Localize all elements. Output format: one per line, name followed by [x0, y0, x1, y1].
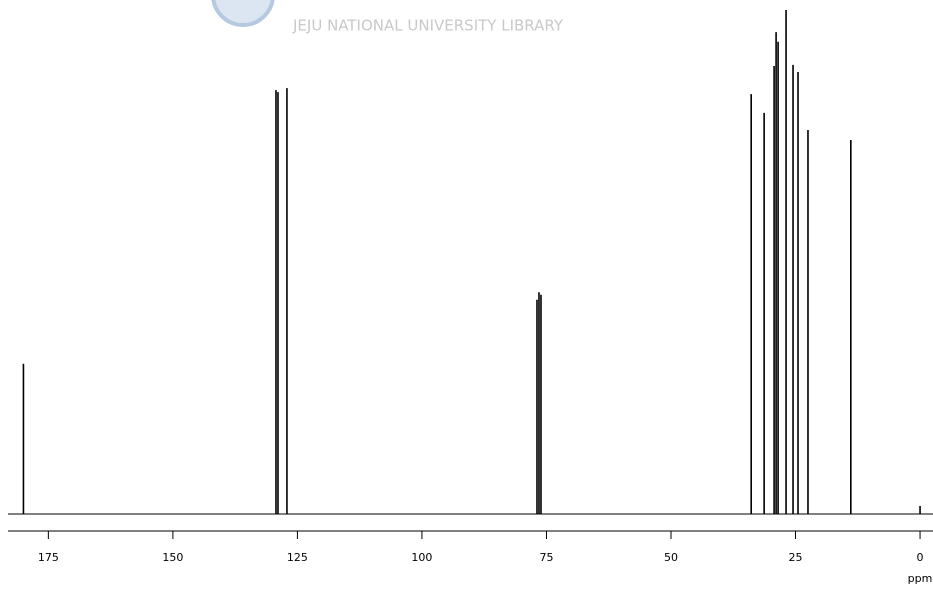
x-axis-label: ppm [908, 572, 933, 585]
x-tick-label: 175 [38, 551, 59, 564]
watermark-text: JEJU NATIONAL UNIVERSITY LIBRARY [292, 17, 564, 35]
x-tick-label: 125 [287, 551, 308, 564]
x-tick-label: 100 [411, 551, 432, 564]
x-tick-label: 150 [162, 551, 183, 564]
x-tick-label: 75 [539, 551, 553, 564]
x-tick-label: 25 [789, 551, 803, 564]
x-tick-label: 50 [664, 551, 678, 564]
watermark-logo [211, 0, 275, 27]
x-tick-label: 0 [917, 551, 924, 564]
